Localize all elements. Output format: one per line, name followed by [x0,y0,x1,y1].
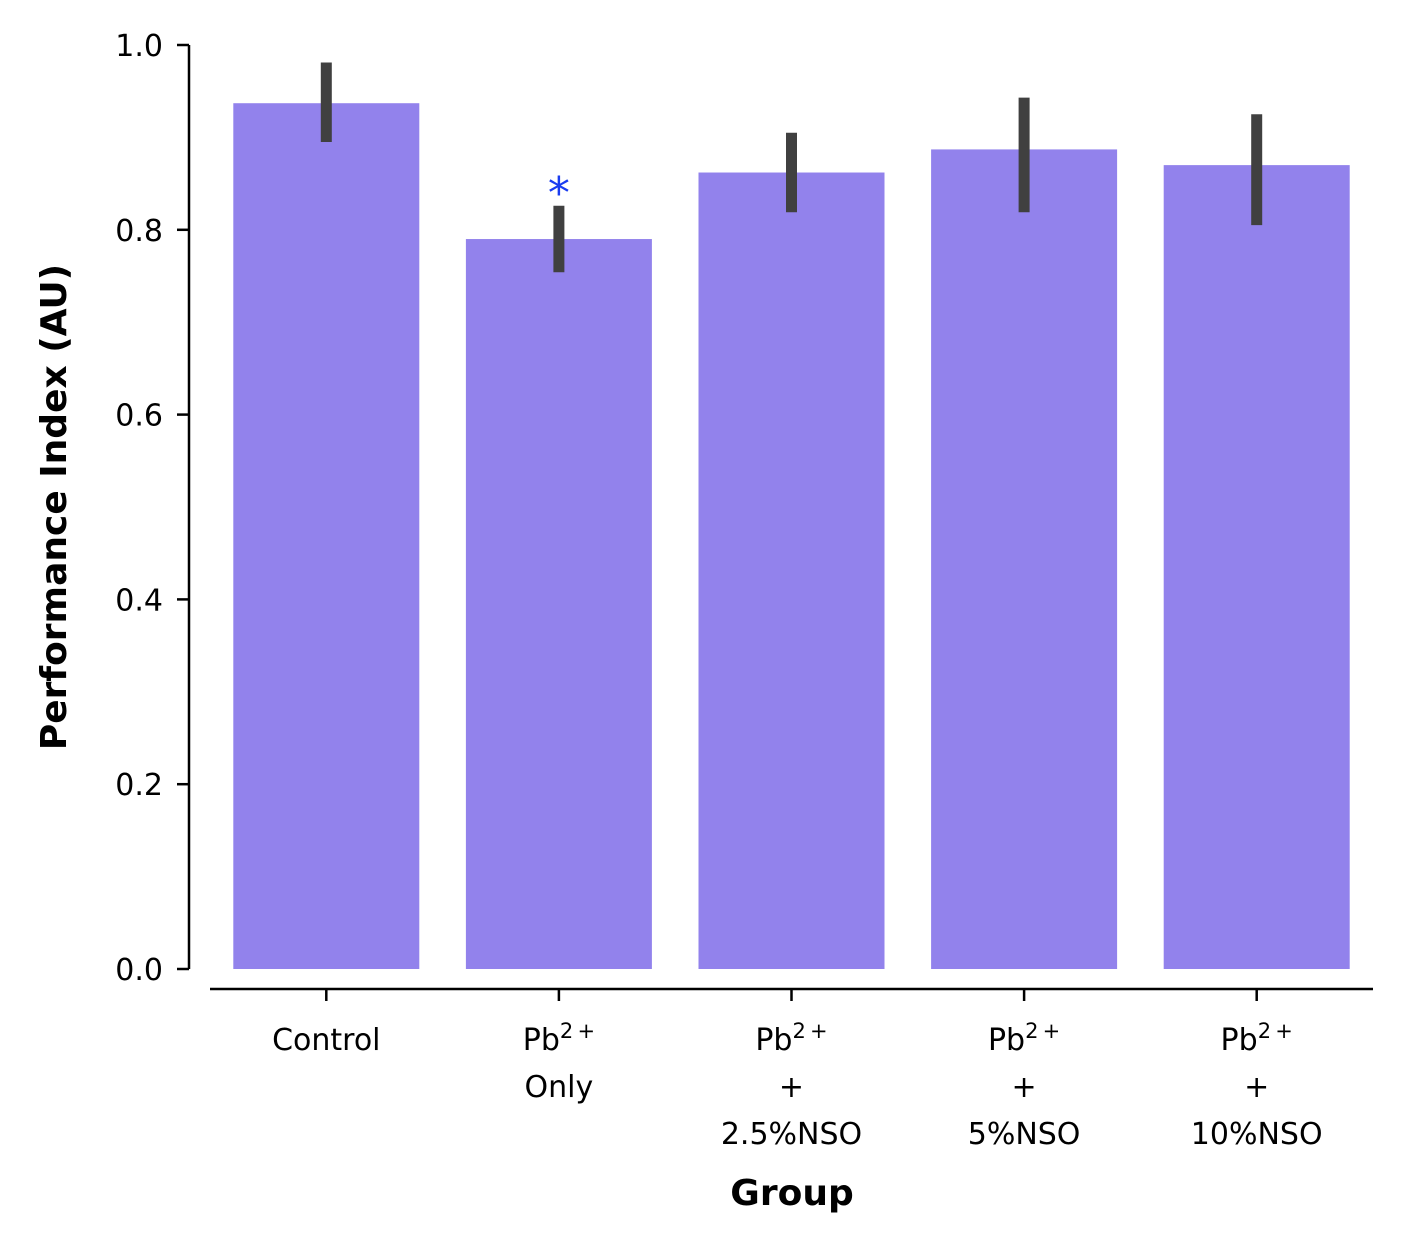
x-tick-label-2-2: 2.5%NSO [721,1117,862,1152]
x-tick-label-2-0: Pb2 + [755,1019,827,1058]
bar-4 [1163,165,1350,969]
significance-marker-0: * [548,168,570,219]
x-tick-label-1-1: Only [525,1070,594,1105]
bar-1 [465,239,652,970]
y-tick-label-0: 0.0 [115,953,163,988]
x-axis-title: Group [730,1173,853,1214]
x-axis: Control Pb2 + Only Pb2 + +2.5%NSO Pb2 + +5%NSO… [210,987,1373,1152]
x-tick-label-4-0: Pb2 + [1221,1019,1293,1058]
y-tick-label-1: 0.2 [115,768,163,803]
x-tick-label-3-0: Pb2 + [988,1019,1060,1058]
x-tick-label-3-1: + [1012,1070,1037,1105]
y-tick-label-3: 0.6 [115,399,163,434]
y-tick-label-4: 0.8 [115,214,163,249]
y-axis-title: Performance Index (AU) [34,264,75,750]
bar-3 [931,149,1118,970]
bar-2 [698,172,885,970]
x-tick-label-4-1: + [1244,1070,1269,1105]
error-bars-group [320,62,1263,273]
x-tick-label-0-0: Control [272,1023,380,1058]
y-tick-label-2: 0.4 [115,583,163,618]
bar-0 [233,103,420,970]
x-tick-label-1-0: Pb2 + [523,1019,595,1058]
x-tick-label-2-1: + [779,1070,804,1105]
annotations-group: * [548,168,570,219]
x-tick-label-3-2: 5%NSO [968,1117,1081,1152]
y-axis: 0.0 0.2 0.4 0.6 0.8 1.0 [115,29,191,988]
x-tick-label-4-2: 10%NSO [1191,1117,1323,1152]
bars-group [233,103,1350,970]
y-tick-label-5: 1.0 [115,29,163,64]
